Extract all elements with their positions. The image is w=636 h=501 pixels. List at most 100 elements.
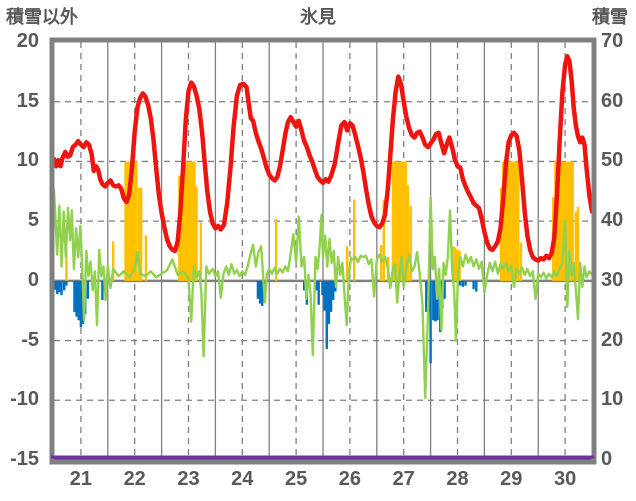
orange-bars-bar [576, 206, 580, 281]
blue-bars-bar [101, 280, 104, 300]
orange-bars-bar [510, 161, 514, 281]
blue-bars-bar [79, 280, 83, 328]
orange-bars-bar [514, 161, 518, 281]
orange-bars-bar [391, 161, 395, 281]
blue-bars-bar [256, 280, 260, 299]
left-axis-title: 積雪以外 [6, 7, 78, 27]
left-axis-tick-label: 10 [16, 149, 39, 172]
orange-bars-bar [144, 235, 148, 281]
orange-bars-bar [193, 161, 196, 281]
orange-bars-bar [65, 249, 68, 281]
orange-bars-bar [400, 161, 403, 281]
orange-bars-bar [130, 161, 134, 281]
left-axis-tick-label: 5 [27, 209, 39, 232]
orange-bars-bar [191, 161, 194, 281]
blue-bars-bar [65, 280, 68, 286]
orange-bars-bar [567, 161, 570, 281]
blue-bars-bar [472, 280, 475, 290]
x-axis-tick-label: 22 [123, 468, 146, 490]
blue-bars-bar [443, 280, 446, 299]
blue-bars-bar [432, 280, 435, 321]
x-axis-tick-label: 28 [446, 468, 469, 490]
blue-bars-bar [321, 280, 324, 296]
blue-bars-bar [58, 280, 61, 293]
orange-bars-bar [132, 161, 136, 281]
left-axis-tick-label: 20 [16, 30, 39, 52]
orange-bars-bar [274, 218, 278, 281]
blue-bars-bar [77, 280, 80, 321]
orange-bars-bar [517, 161, 520, 281]
orange-bars-bar [406, 185, 410, 281]
orange-bars-bar [569, 161, 572, 281]
x-axis-tick-label: 30 [553, 468, 577, 490]
orange-bars-bar [124, 161, 127, 281]
orange-bars-bar [379, 245, 383, 281]
blue-bars-bar [75, 280, 78, 317]
x-axis-tick-label: 27 [392, 468, 415, 490]
right-axis-tick-label: 0 [601, 448, 613, 470]
orange-bars-bar [199, 222, 203, 281]
orange-bars-bar [128, 161, 132, 281]
orange-bars-bar [139, 187, 143, 281]
orange-bars-bar [345, 246, 349, 281]
orange-bars-bar [451, 246, 455, 281]
x-axis-tick-label: 21 [69, 468, 93, 490]
blue-bars-bar [258, 280, 262, 304]
orange-bars-bar [186, 161, 190, 281]
blue-bars-bar [332, 280, 335, 300]
right-axis-tick-label: 40 [601, 209, 624, 232]
blue-bars-bar [329, 280, 333, 312]
plot-border [49, 37, 597, 465]
orange-bars-bar [571, 161, 574, 281]
right-axis-tick-label: 50 [601, 149, 624, 172]
orange-bars-bar [409, 205, 412, 281]
orange-bars-bar [404, 161, 408, 281]
left-axis-tick-label: 15 [16, 89, 39, 112]
right-axis-tick-label: 60 [601, 89, 624, 112]
blue-bars-bar [461, 280, 465, 287]
right-axis-tick-label: 20 [601, 328, 624, 351]
blue-bars-bar [434, 280, 437, 322]
blue-bars-bar [429, 280, 432, 364]
left-axis-tick-label: 0 [27, 268, 39, 291]
blue-bars-bar [325, 280, 328, 349]
blue-bars-bar [315, 280, 318, 291]
blue-bars-bar [63, 280, 66, 291]
temperature-red-line [51, 54, 595, 263]
orange-bars-bar [512, 161, 516, 281]
blue-bars-bar [317, 280, 320, 305]
orange-bars-bar [454, 247, 457, 281]
blue-bars-bar [73, 280, 76, 312]
blue-bars-bar [53, 280, 57, 290]
right-axis-tick-label: 70 [601, 30, 624, 52]
orange-bars-bar [506, 161, 509, 281]
blue-bars-bar [425, 280, 428, 312]
x-axis-tick-label: 24 [231, 468, 254, 490]
right-axis-tick-label: 30 [601, 268, 624, 291]
orange-bars-bar [352, 199, 356, 281]
blue-bars-bar [436, 280, 439, 321]
orange-bars-bar [456, 249, 459, 281]
blue-bars-bar [475, 280, 478, 292]
blue-bars-bar [464, 280, 467, 286]
chart-title: 氷見 [300, 7, 336, 27]
x-axis-tick-label: 29 [500, 468, 523, 490]
orange-bars-bar [519, 242, 523, 281]
orange-bars-bar [402, 161, 405, 281]
blue-bars-bar [327, 280, 331, 324]
orange-bars-bar [382, 199, 386, 281]
x-axis-tick-label: 25 [284, 468, 308, 490]
orange-bars-bar [574, 211, 578, 281]
orange-bars-bar [508, 161, 511, 281]
orange-bars-bar [393, 161, 397, 281]
right-axis-tick-label: 10 [601, 388, 624, 411]
blue-bars-bar [302, 280, 306, 291]
orange-bars-bar [182, 175, 185, 281]
blue-bars-bar [56, 280, 59, 294]
left-axis-tick-label: -15 [10, 448, 39, 470]
blue-bars-bar [458, 280, 462, 286]
orange-bars-bar [137, 187, 141, 281]
left-axis-tick-label: -10 [10, 388, 39, 411]
